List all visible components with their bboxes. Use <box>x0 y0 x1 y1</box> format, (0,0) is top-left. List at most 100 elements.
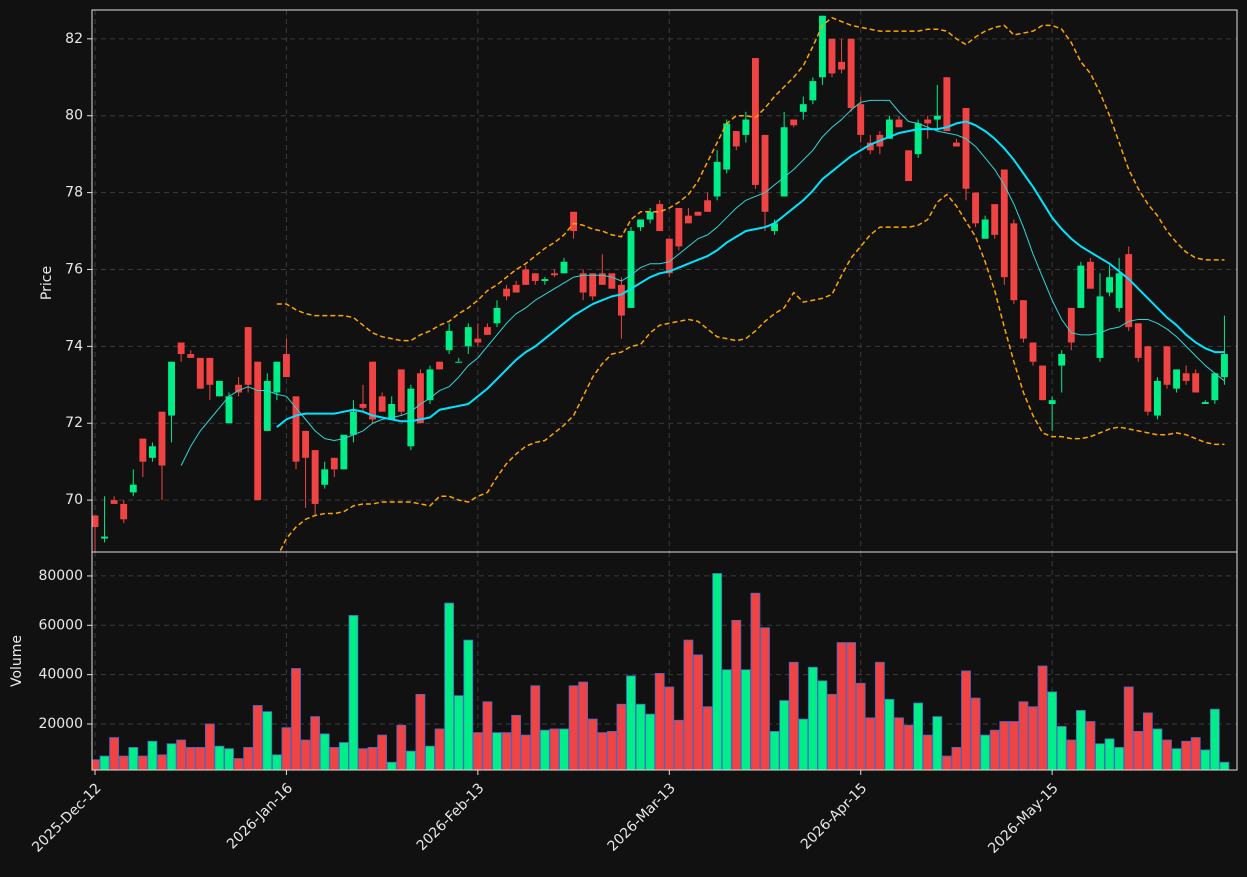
volume-bar <box>453 695 464 770</box>
volume-bar <box>147 740 158 770</box>
volume-frame <box>91 551 1238 771</box>
volume-bar <box>626 675 636 770</box>
candle-body <box>742 119 750 135</box>
candle-body <box>1039 365 1047 401</box>
volume-bar <box>348 615 359 770</box>
volume-bar <box>310 716 321 770</box>
volume-bar <box>999 721 1010 770</box>
volume-bar <box>1190 737 1201 770</box>
candle-body <box>158 411 166 466</box>
volume-bar <box>836 642 847 770</box>
candle-body <box>512 284 520 293</box>
volume-bar <box>1008 721 1019 770</box>
candle-body <box>818 15 826 78</box>
candle-body <box>273 361 281 393</box>
volume-bar <box>405 750 416 770</box>
volume-axis-label: Volume <box>9 635 25 687</box>
y-tick-label: 60000 <box>38 617 83 633</box>
candle-body <box>330 457 338 470</box>
candle-body <box>560 261 568 274</box>
volume-bar <box>1181 740 1192 770</box>
candle-body <box>761 134 769 212</box>
volume-bar <box>1018 701 1029 770</box>
candle-body <box>464 327 472 347</box>
volume-bar <box>941 755 952 770</box>
candle-body <box>866 142 874 151</box>
candle-body <box>263 380 271 431</box>
candle-body <box>1106 277 1114 293</box>
volume-bar <box>587 718 598 770</box>
candle-body <box>780 127 788 197</box>
candle-body <box>637 219 645 228</box>
candle-body <box>579 273 587 293</box>
volume-bar <box>377 734 388 770</box>
volume-bar <box>683 639 694 770</box>
candle-body <box>388 404 396 420</box>
candle-body <box>847 38 855 109</box>
volume-bar <box>884 698 895 770</box>
volume-bar <box>415 693 426 770</box>
candle-body <box>962 108 970 189</box>
candle-body <box>589 273 597 297</box>
volume-bar <box>989 729 1000 770</box>
volume-bar <box>894 717 904 770</box>
candle-body <box>1153 380 1161 416</box>
candle-body <box>885 119 893 139</box>
candle-body <box>292 396 300 462</box>
candle-body <box>503 288 511 297</box>
candle-body <box>1077 265 1085 308</box>
candle-body <box>838 61 846 70</box>
candle-body <box>254 361 262 501</box>
candle-body <box>1115 273 1123 308</box>
volume-bar <box>396 724 407 770</box>
volume-bar <box>338 742 349 770</box>
candle-body <box>1163 346 1171 385</box>
y-tick-label: 70 <box>65 492 83 508</box>
candle-body <box>646 211 654 220</box>
y-tick-label: 74 <box>65 338 83 354</box>
volume-bar <box>300 739 311 770</box>
volume-bar <box>903 724 914 770</box>
candle-body <box>694 211 702 216</box>
candle-body <box>608 273 616 289</box>
candle-body <box>436 361 444 370</box>
volume-bar <box>482 701 493 770</box>
volume-bar <box>568 685 579 770</box>
volume-bar <box>511 714 522 770</box>
candle-body <box>905 150 913 182</box>
candle-body <box>129 484 137 493</box>
volume-bar <box>195 747 206 770</box>
candle-body <box>933 115 941 120</box>
candle-body <box>1201 402 1209 405</box>
candle-body <box>857 104 865 135</box>
volume-bar <box>243 747 254 770</box>
candle-body <box>799 104 807 112</box>
candle-body <box>972 192 980 224</box>
band-line <box>276 16 1225 342</box>
candle-body <box>1220 354 1228 378</box>
volume-bar <box>176 739 187 770</box>
candle-body <box>340 434 348 470</box>
candle-body <box>321 469 329 485</box>
volume-bar <box>702 706 713 770</box>
volume-bar <box>597 732 608 770</box>
y-tick-label: 80000 <box>38 568 83 584</box>
y-tick-label: 80 <box>65 108 83 124</box>
volume-bar <box>166 743 177 770</box>
candle-body <box>570 211 578 232</box>
candle-body <box>522 269 530 285</box>
candle-body <box>235 384 243 393</box>
volume-bar <box>358 748 368 770</box>
candle-body <box>92 515 99 528</box>
candle-body <box>397 369 405 412</box>
volume-bar <box>224 748 234 770</box>
candle-body <box>474 338 482 343</box>
candle-body <box>914 123 922 155</box>
volume-bar <box>214 745 225 770</box>
candle-body <box>1125 254 1133 328</box>
volume-bar <box>693 654 703 770</box>
candle-body <box>981 219 989 239</box>
volume-bar <box>559 728 569 770</box>
candle-body <box>1029 342 1037 362</box>
